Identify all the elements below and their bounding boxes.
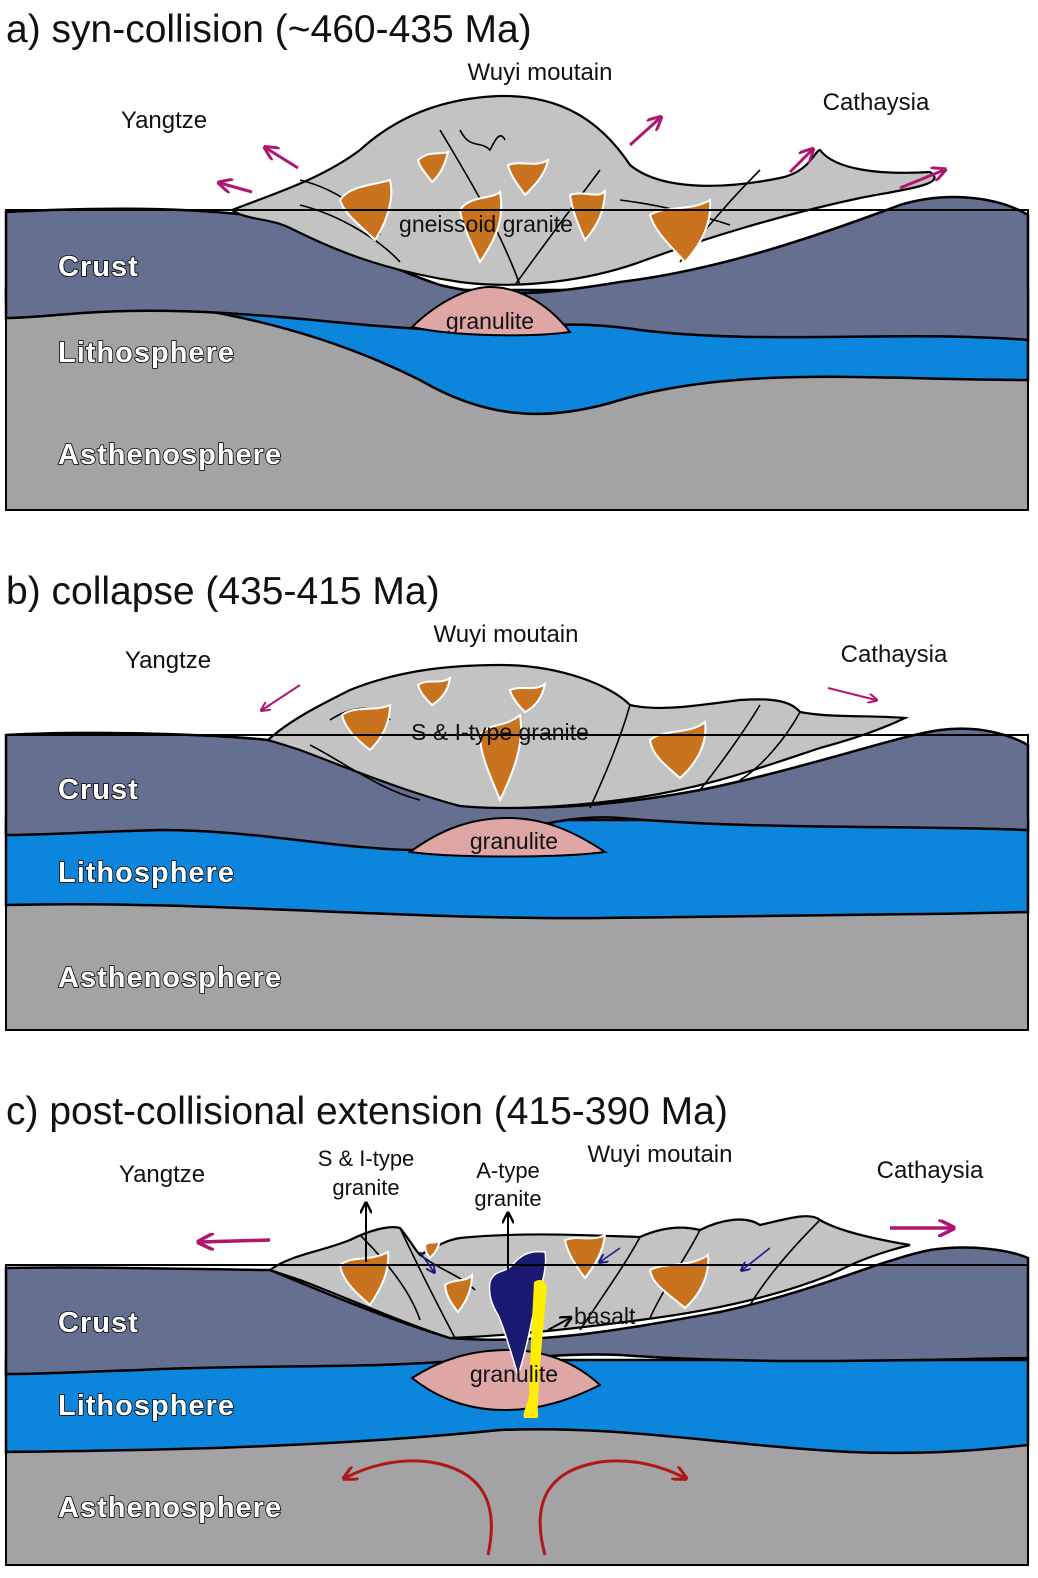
mountain-label: Wuyi moutain (468, 59, 613, 86)
fold-line (459, 129, 506, 152)
extension-arrow (628, 118, 660, 147)
a-granite-label-line2: granite (474, 1186, 541, 1211)
granite-pluton (340, 703, 392, 752)
pointer-arrow (547, 1318, 570, 1331)
granite-pluton (648, 198, 712, 264)
granite-label: gneissoid granite (399, 211, 573, 237)
mountain-belt (229, 94, 936, 286)
mantle-flow-arrow (538, 1459, 685, 1556)
crust-label: Crust (58, 1307, 139, 1339)
panel-frame (5, 1264, 1029, 1566)
fault-line (589, 704, 631, 809)
lithosphere-label: Lithosphere (58, 1390, 235, 1422)
si-granite-label-line1: S & I-type (318, 1146, 415, 1171)
lithosphere-layer (4, 818, 1030, 920)
extension-arrow (266, 148, 299, 170)
yangtze-label: Yangtze (121, 107, 207, 134)
asthenosphere-label: Asthenosphere (58, 962, 282, 994)
granite-pluton (443, 1272, 474, 1314)
panel-b: b) collapse (435-415 Ma) S & I-type gran… (4, 570, 1030, 1031)
granulite-label: granulite (470, 828, 558, 854)
panel-frame (5, 209, 1029, 511)
granulite-body (410, 1348, 602, 1412)
basalt-label: basalt (574, 1303, 636, 1329)
granulite-label: granulite (446, 308, 534, 334)
granite-pluton (508, 681, 547, 714)
panel-c: c) post-collisional extension (415-390 M… (4, 1090, 1030, 1566)
fault-line (514, 169, 601, 286)
a-granite-label-line1: A-type (476, 1158, 540, 1183)
panel-a-title: a) syn-collision (~460-435 Ma) (6, 8, 532, 51)
cathaysia-label: Cathaysia (841, 641, 948, 668)
panel-frame (5, 734, 1029, 1031)
lithosphere-label: Lithosphere (58, 337, 235, 369)
granite-pluton (416, 675, 452, 707)
lithosphere-label: Lithosphere (58, 857, 235, 889)
crust-label: Crust (58, 251, 139, 283)
extension-arrow (788, 150, 812, 174)
granite-pluton (568, 189, 606, 242)
si-granite-label-line2: granite (332, 1175, 399, 1200)
fault-line (309, 744, 421, 801)
yangtze-label: Yangtze (125, 647, 211, 674)
granite-label: S & I-type granite (411, 719, 589, 745)
panel-b-title: b) collapse (435-415 Ma) (6, 570, 440, 613)
asthenosphere-label: Asthenosphere (58, 1492, 282, 1524)
extension-arrow (262, 684, 301, 710)
mantle-flow-arrow (345, 1459, 493, 1556)
panel-c-title: c) post-collisional extension (415-390 M… (6, 1090, 728, 1133)
granite-pluton (423, 1239, 441, 1260)
granulite-label: granulite (470, 1361, 558, 1387)
crust-label: Crust (58, 774, 139, 806)
extension-arrow (827, 687, 876, 700)
fault-line (359, 1234, 421, 1321)
mountain-label: Wuyi moutain (434, 621, 579, 648)
fault-line (299, 204, 401, 263)
fault-line (399, 1227, 456, 1339)
mountain-label: Wuyi moutain (588, 1141, 733, 1168)
slip-arrow (419, 1251, 434, 1272)
granite-pluton (478, 713, 522, 803)
mountain-belt (267, 1215, 911, 1340)
fault-line (739, 711, 801, 781)
extension-arrow (220, 183, 253, 192)
cathaysia-label: Cathaysia (823, 89, 930, 116)
crust-layer (4, 1246, 1030, 1376)
fault-line (699, 704, 761, 791)
yangtze-label: Yangtze (119, 1161, 205, 1188)
panel-a: a) syn-collision (~460-435 Ma) gneissoid… (4, 8, 1030, 511)
slip-arrow (600, 1247, 621, 1262)
granite-pluton (416, 150, 450, 184)
asthenosphere-label: Asthenosphere (58, 439, 282, 471)
slip-arrow (742, 1247, 771, 1270)
granulite-body (409, 285, 572, 337)
extension-arrow (899, 170, 944, 190)
fault-line (579, 1236, 641, 1331)
granite-pluton (506, 157, 550, 197)
basalt-dike (523, 1280, 547, 1418)
granulite-body (407, 816, 608, 858)
extension-arrow (200, 1240, 271, 1242)
cathaysia-label: Cathaysia (877, 1157, 984, 1184)
